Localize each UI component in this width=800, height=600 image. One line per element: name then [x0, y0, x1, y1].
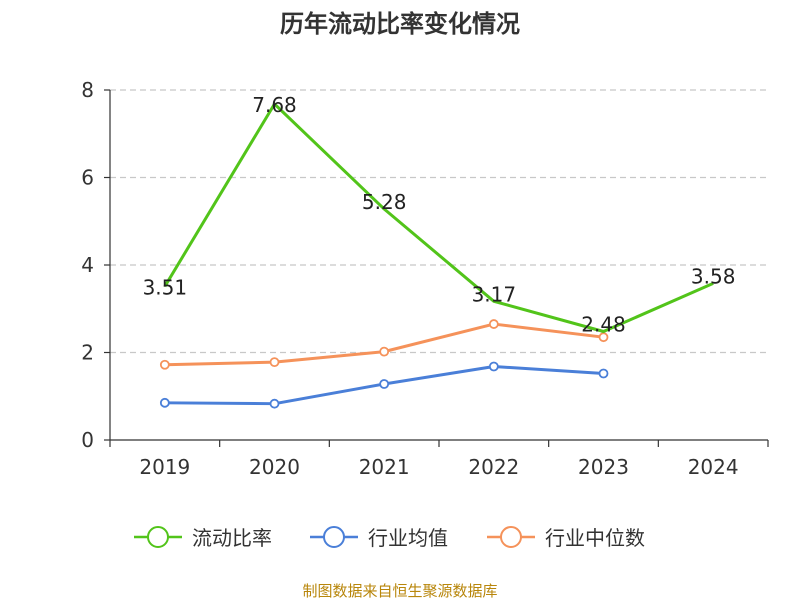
data-point — [379, 346, 390, 357]
series-line — [164, 322, 604, 367]
legend-label: 流动比率 — [192, 526, 272, 550]
legend-marker — [500, 526, 522, 548]
data-labels: 3.51 7.68 5.28 3.17 2.48 3.58 — [143, 93, 736, 337]
data-label: 7.68 — [252, 93, 297, 117]
data-label: 3.58 — [691, 264, 736, 288]
data-label: 2.48 — [581, 313, 626, 337]
y-tick-label: 0 — [81, 428, 94, 452]
x-tick-label: 2019 — [139, 455, 190, 479]
x-tick-label: 2020 — [249, 455, 300, 479]
y-tick-label: 6 — [81, 166, 94, 190]
x-tick-label: 2022 — [468, 455, 519, 479]
legend-item[interactable]: 流动比率 — [134, 526, 272, 550]
grid — [110, 89, 768, 354]
data-point — [598, 332, 609, 343]
series-line — [163, 102, 714, 333]
source-note: 制图数据来自恒生聚源数据库 — [302, 582, 497, 600]
series-layer — [159, 102, 714, 409]
data-point — [598, 368, 609, 379]
legend-item[interactable]: 行业中位数 — [487, 526, 645, 550]
legend[interactable]: 流动比率 行业均值 行业中位数 — [134, 526, 645, 550]
axes: 0 2 4 6 8 2019 2020 2021 2022 2023 2024 — [81, 78, 769, 479]
y-tick-label: 8 — [81, 78, 94, 102]
legend-label: 行业中位数 — [545, 526, 645, 550]
legend-marker — [323, 526, 345, 548]
y-tick-label: 4 — [81, 253, 94, 277]
legend-marker — [147, 526, 169, 548]
data-point — [269, 357, 280, 368]
data-point — [269, 398, 280, 409]
data-label: 5.28 — [362, 190, 407, 214]
data-label: 3.51 — [143, 275, 188, 299]
data-point — [159, 397, 170, 408]
legend-label: 行业均值 — [368, 526, 448, 550]
data-point — [488, 319, 499, 329]
data-label: 3.17 — [472, 282, 517, 306]
y-tick-label: 2 — [81, 341, 94, 365]
x-tick-label: 2024 — [688, 455, 739, 479]
data-point — [159, 359, 170, 370]
x-tick-label: 2021 — [359, 455, 410, 479]
legend-item[interactable]: 行业均值 — [310, 526, 448, 550]
x-tick-label: 2023 — [578, 455, 629, 479]
chart-title: 历年流动比率变化情况 — [280, 10, 520, 38]
data-point — [379, 379, 390, 389]
data-point — [488, 361, 499, 372]
